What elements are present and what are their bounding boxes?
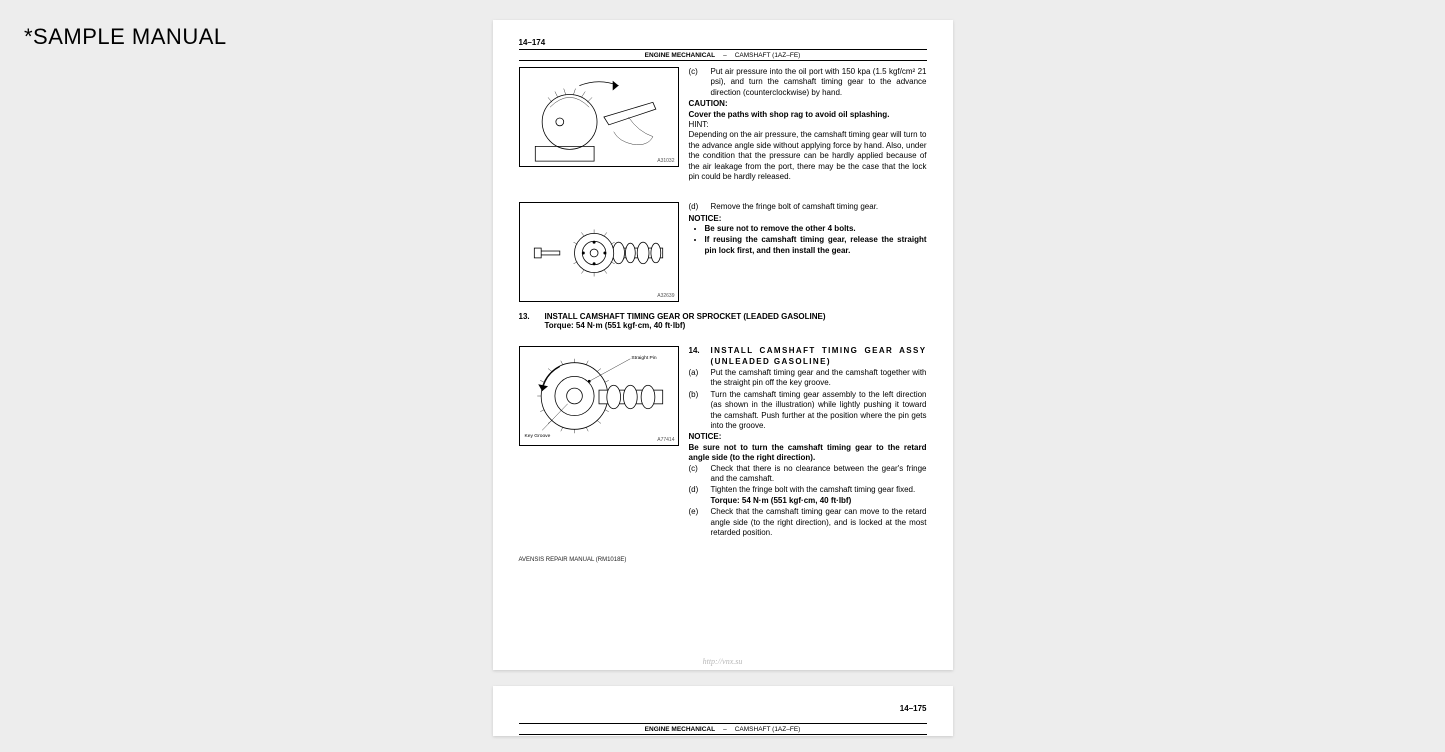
- step-label-c2: (c): [689, 464, 705, 485]
- step-text-c2: Check that there is no clearance between…: [711, 464, 927, 485]
- step-number: 13.: [519, 312, 537, 330]
- manual-page-1: 14–174 ENGINE MECHANICAL – CAMSHAFT (1AZ…: [493, 20, 953, 670]
- step-label-d: (d): [689, 202, 705, 212]
- manual-page-2: 14–175 ENGINE MECHANICAL – CAMSHAFT (1AZ…: [493, 686, 953, 736]
- step-number-14: 14.: [689, 346, 705, 367]
- header-subsection-2: CAMSHAFT (1AZ–FE): [735, 726, 801, 733]
- notice-text-3: Be sure not to turn the camshaft timing …: [689, 443, 927, 462]
- caution-text: Cover the paths with shop rag to avoid o…: [689, 110, 890, 119]
- header-section: ENGINE MECHANICAL: [645, 52, 715, 59]
- section-air-pressure: A31032 (c) Put air pressure into the oil…: [519, 67, 927, 182]
- step-13: 13. INSTALL CAMSHAFT TIMING GEAR OR SPRO…: [519, 312, 927, 330]
- figure-a77414: Straight Pin Key Groove A77414: [519, 346, 679, 446]
- step-label-c: (c): [689, 67, 705, 98]
- fig3-label-key: Key Groove: [524, 433, 550, 439]
- sample-watermark: *SAMPLE MANUAL: [24, 24, 227, 50]
- step-text-e: Check that the camshaft timing gear can …: [711, 507, 927, 538]
- figure-number: A32639: [657, 293, 674, 299]
- text-block-2: (d) Remove the fringe bolt of camshaft t…: [689, 202, 927, 302]
- section-install-gear: Straight Pin Key Groove A77414 14. INSTA…: [519, 346, 927, 539]
- header-sep-2: –: [723, 726, 727, 733]
- page-footer: AVENSIS REPAIR MANUAL (RM1018E): [519, 557, 927, 563]
- step-torque: Torque: 54 N·m (551 kgf·cm, 40 ft·lbf): [545, 321, 826, 330]
- header-sep: –: [723, 52, 727, 59]
- step-d-torque: Torque: 54 N·m (551 kgf·cm, 40 ft·lbf): [711, 496, 852, 505]
- hint-label: HINT:: [689, 120, 709, 129]
- figure-number: A77414: [657, 437, 674, 443]
- step-label-e: (e): [689, 507, 705, 538]
- step-14-title: INSTALL CAMSHAFT TIMING GEAR ASSY (UNLEA…: [711, 346, 927, 365]
- fig3-label-pin: Straight Pin: [631, 355, 657, 361]
- step-label-d2: (d): [689, 485, 705, 506]
- hint-text: Depending on the air pressure, the camsh…: [689, 130, 927, 181]
- figure-number: A31032: [657, 158, 674, 164]
- step-text-b: Turn the camshaft timing gear assembly t…: [711, 390, 927, 432]
- page-header-2: ENGINE MECHANICAL – CAMSHAFT (1AZ–FE): [519, 723, 927, 735]
- page-header: ENGINE MECHANICAL – CAMSHAFT (1AZ–FE): [519, 49, 927, 61]
- step-text-c: Put air pressure into the oil port with …: [711, 67, 927, 98]
- notice-bullet-2: If reusing the camshaft timing gear, rel…: [705, 235, 927, 256]
- caution-label: CAUTION:: [689, 99, 728, 108]
- watermark-url: http://vnx.su: [703, 657, 743, 666]
- header-subsection: CAMSHAFT (1AZ–FE): [735, 52, 801, 59]
- notice-label-3: NOTICE:: [689, 432, 722, 441]
- step-label-a: (a): [689, 368, 705, 389]
- page-number-2: 14–175: [519, 704, 927, 713]
- section-remove-bolt: A32639 (d) Remove the fringe bolt of cam…: [519, 202, 927, 302]
- step-label-b: (b): [689, 390, 705, 432]
- notice-bullet-1: Be sure not to remove the other 4 bolts.: [705, 224, 927, 234]
- step-title: INSTALL CAMSHAFT TIMING GEAR OR SPROCKET…: [545, 312, 826, 321]
- step-text-a: Put the camshaft timing gear and the cam…: [711, 368, 927, 389]
- figure-a31032: A31032: [519, 67, 679, 167]
- page-number: 14–174: [519, 38, 927, 47]
- text-block-1: (c) Put air pressure into the oil port w…: [689, 67, 927, 182]
- step-text-d: Remove the fringe bolt of camshaft timin…: [711, 202, 927, 212]
- notice-label: NOTICE:: [689, 214, 722, 223]
- header-section-2: ENGINE MECHANICAL: [645, 726, 715, 733]
- text-block-3: 14. INSTALL CAMSHAFT TIMING GEAR ASSY (U…: [689, 346, 927, 539]
- step-text-d2: Tighten the fringe bolt with the camshaf…: [711, 485, 916, 494]
- figure-a32639: A32639: [519, 202, 679, 302]
